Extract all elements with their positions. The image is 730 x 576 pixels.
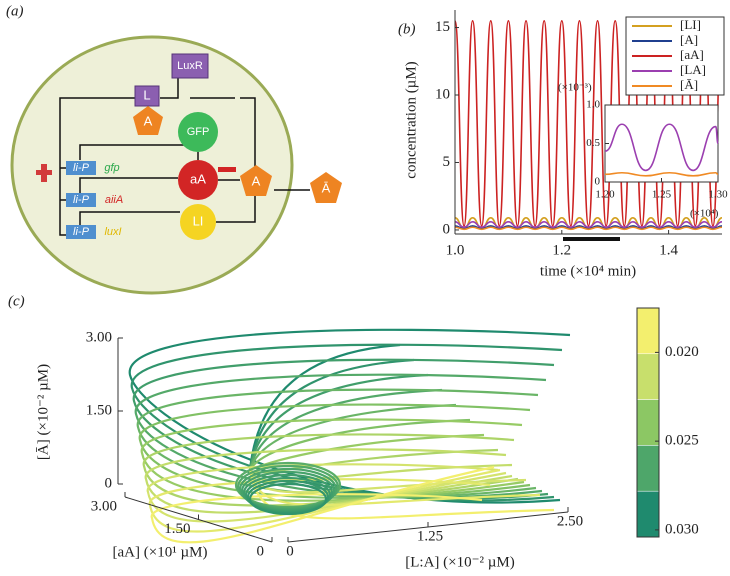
trajectory	[140, 418, 525, 502]
y-tick-label: 1.0	[586, 99, 600, 111]
a-cell-pentagon	[240, 165, 272, 196]
y-axis-label: [aA] (×10¹ µM)	[113, 544, 208, 560]
plus-sign	[36, 164, 52, 182]
aa-label: aA	[190, 171, 206, 186]
promoter-label: li-P	[73, 226, 90, 238]
series-line	[604, 123, 719, 172]
trajectory	[248, 469, 555, 520]
luxr-box	[171, 53, 209, 79]
y-tick-label: 0.5	[586, 137, 600, 149]
series-line	[454, 19, 723, 227]
legend-label: [LA]	[680, 62, 706, 77]
promoter-box	[66, 225, 96, 239]
y-tick-label: 15	[435, 19, 450, 35]
gene-label: gfp	[104, 162, 119, 174]
legend-label: [LI]	[680, 17, 701, 32]
inset-range-bar	[563, 237, 620, 241]
trajectory	[248, 373, 429, 471]
x-tick-label: 1.0	[446, 242, 465, 258]
x-note: (×10⁴)	[690, 208, 719, 220]
colorbar-tick-label: 0.025	[665, 433, 699, 449]
trajectory	[136, 388, 539, 499]
y-axis-label: concentration (µM)	[403, 61, 419, 178]
aa-circle	[178, 160, 218, 200]
colorbar-band	[636, 353, 660, 400]
x-tick-label: 1.20	[595, 189, 615, 201]
a-pentagon	[133, 106, 163, 135]
x-tick-label: 2.50	[557, 513, 583, 529]
limit-cycle	[248, 482, 328, 516]
promoter-box	[66, 193, 96, 207]
trajectories	[128, 328, 571, 544]
trajectory	[248, 403, 457, 471]
a-bar-label: Ā	[322, 180, 331, 195]
trajectory	[150, 465, 495, 544]
li-label: LI	[193, 213, 204, 228]
gene-label: luxI	[104, 226, 121, 238]
colorbar-frame	[636, 307, 660, 538]
x-tick-label: 1.25	[417, 528, 443, 544]
promoter-box	[66, 161, 96, 175]
series-line	[604, 171, 719, 177]
trajectory	[138, 403, 531, 500]
x-tick-label: 1.4	[659, 242, 678, 258]
li-circle	[180, 204, 216, 240]
series-line	[454, 221, 723, 229]
x-tick-label: 1.2	[552, 242, 571, 258]
panel-label: (c)	[8, 293, 25, 309]
x-axis-label: [L:A] (×10⁻² µM)	[405, 554, 515, 570]
trajectory	[128, 328, 571, 504]
a-label: A	[144, 113, 153, 128]
gene-label: aiiA	[105, 194, 123, 206]
colorbar-band	[636, 445, 660, 492]
x-tick-label: 1.30	[708, 189, 728, 201]
y-tick-label: 0	[595, 176, 601, 188]
promoter-label: li-P	[73, 162, 90, 174]
legend: [LI][A][aA][LA][Ā]	[625, 16, 725, 96]
colorbar-tick-label: 0.020	[665, 344, 699, 360]
colorbar-band	[636, 399, 660, 446]
x-axis-label: time (×10⁴ min)	[540, 263, 636, 279]
legend-label: [aA]	[680, 47, 704, 62]
cell	[10, 35, 294, 295]
legend-label: [Ā]	[680, 77, 698, 92]
colorbar-tick-label: 0.030	[665, 521, 699, 537]
genes: li-P gfp li-P aiiA li-P luxI	[66, 161, 123, 239]
y-tick-label: 10	[435, 86, 450, 102]
gfp-circle	[178, 112, 218, 152]
l-box	[134, 85, 160, 107]
inhibit-mark	[218, 167, 236, 172]
plot-frame	[604, 104, 719, 183]
z-axis-label: [Ā] (×10⁻² µM)	[35, 364, 51, 460]
wiring	[59, 75, 310, 236]
gfp-label: GFP	[187, 126, 210, 138]
a-cell-label: A	[252, 173, 261, 188]
series-line	[454, 226, 723, 231]
z-tick-label: 0	[105, 475, 113, 491]
legend-label: [A]	[680, 32, 698, 47]
z-tick-label: 1.50	[86, 402, 112, 418]
promoter-label: li-P	[73, 194, 90, 206]
diagram: (a) LuxR L A GFP aA LI A	[6, 3, 342, 295]
luxr-label: LuxR	[177, 60, 203, 72]
a-bar-pentagon	[310, 172, 342, 203]
z-tick-label: 3.00	[86, 329, 112, 345]
trajectory	[249, 418, 471, 471]
y-tick-label: 3.00	[91, 498, 117, 514]
trajectory	[142, 433, 519, 507]
y-tick-label: 0	[257, 543, 265, 559]
l-label: L	[143, 87, 150, 102]
y-tick-label: 5	[443, 154, 451, 170]
y-tick-label: 1.50	[164, 521, 190, 537]
panel-label: (a)	[6, 3, 24, 19]
x-tick-label: 0	[286, 543, 294, 559]
y-tick-label: 0	[443, 221, 451, 237]
colorbar-band	[636, 307, 660, 355]
trajectory	[248, 388, 443, 471]
panel-label: (b)	[398, 21, 416, 37]
y-note: (×10⁻³)	[558, 82, 592, 94]
trajectory	[248, 358, 415, 471]
x-tick-label: 1.25	[652, 189, 672, 201]
